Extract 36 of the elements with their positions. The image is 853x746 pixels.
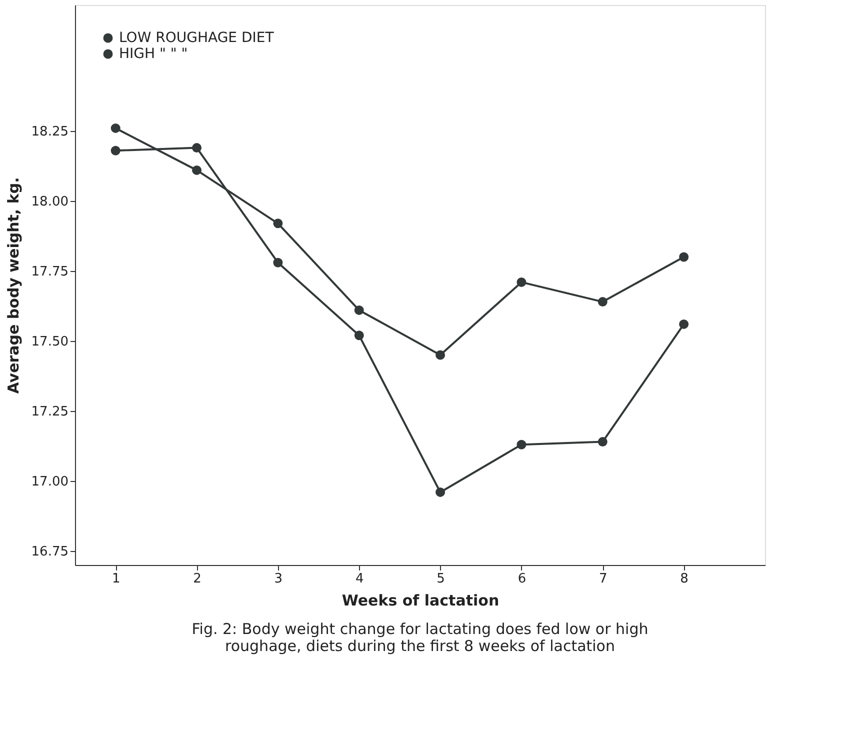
point bbox=[679, 252, 689, 262]
y-tick-label: 17.00 bbox=[31, 474, 68, 490]
x-tick-label: 1 bbox=[112, 572, 120, 586]
x-tick-label: 2 bbox=[193, 572, 202, 586]
point bbox=[436, 350, 446, 360]
point bbox=[679, 319, 689, 329]
x-tick-label: 8 bbox=[680, 572, 688, 586]
legend-label: LOW ROUGHAGE DIET bbox=[119, 30, 274, 46]
point bbox=[110, 146, 120, 156]
point bbox=[598, 297, 608, 307]
y-tick-label: 18.25 bbox=[31, 124, 68, 140]
y-tick-label: 17.25 bbox=[31, 404, 68, 420]
x-tick-label: 6 bbox=[518, 572, 526, 586]
point bbox=[354, 305, 364, 315]
y-tick-label: 17.50 bbox=[31, 334, 68, 350]
text: Fig. 2: Body weight change for lactating does fed low or high roughage, diets during the first 8 weeks of lactation bbox=[192, 620, 648, 655]
x-tick-label: 5 bbox=[436, 572, 445, 586]
x-tick-label: 7 bbox=[599, 572, 608, 586]
point bbox=[192, 143, 202, 153]
x-tick-label: 4 bbox=[355, 572, 364, 586]
y-axis-title: Average body weight, kg. bbox=[4, 177, 22, 394]
point bbox=[110, 123, 120, 133]
legend-label: HIGH " " " bbox=[119, 46, 188, 62]
point bbox=[436, 487, 446, 497]
x-axis-title: Weeks of lactation bbox=[342, 592, 500, 610]
point bbox=[516, 277, 526, 287]
point bbox=[516, 440, 526, 450]
y-tick-label: 16.75 bbox=[31, 544, 68, 560]
y-tick-label: 17.75 bbox=[31, 264, 68, 280]
point bbox=[192, 165, 202, 175]
point bbox=[273, 218, 283, 228]
x-tick-label: 3 bbox=[274, 572, 283, 586]
point bbox=[354, 330, 364, 340]
point bbox=[598, 437, 608, 447]
point bbox=[273, 258, 283, 268]
y-tick-label: 18.00 bbox=[31, 194, 68, 210]
